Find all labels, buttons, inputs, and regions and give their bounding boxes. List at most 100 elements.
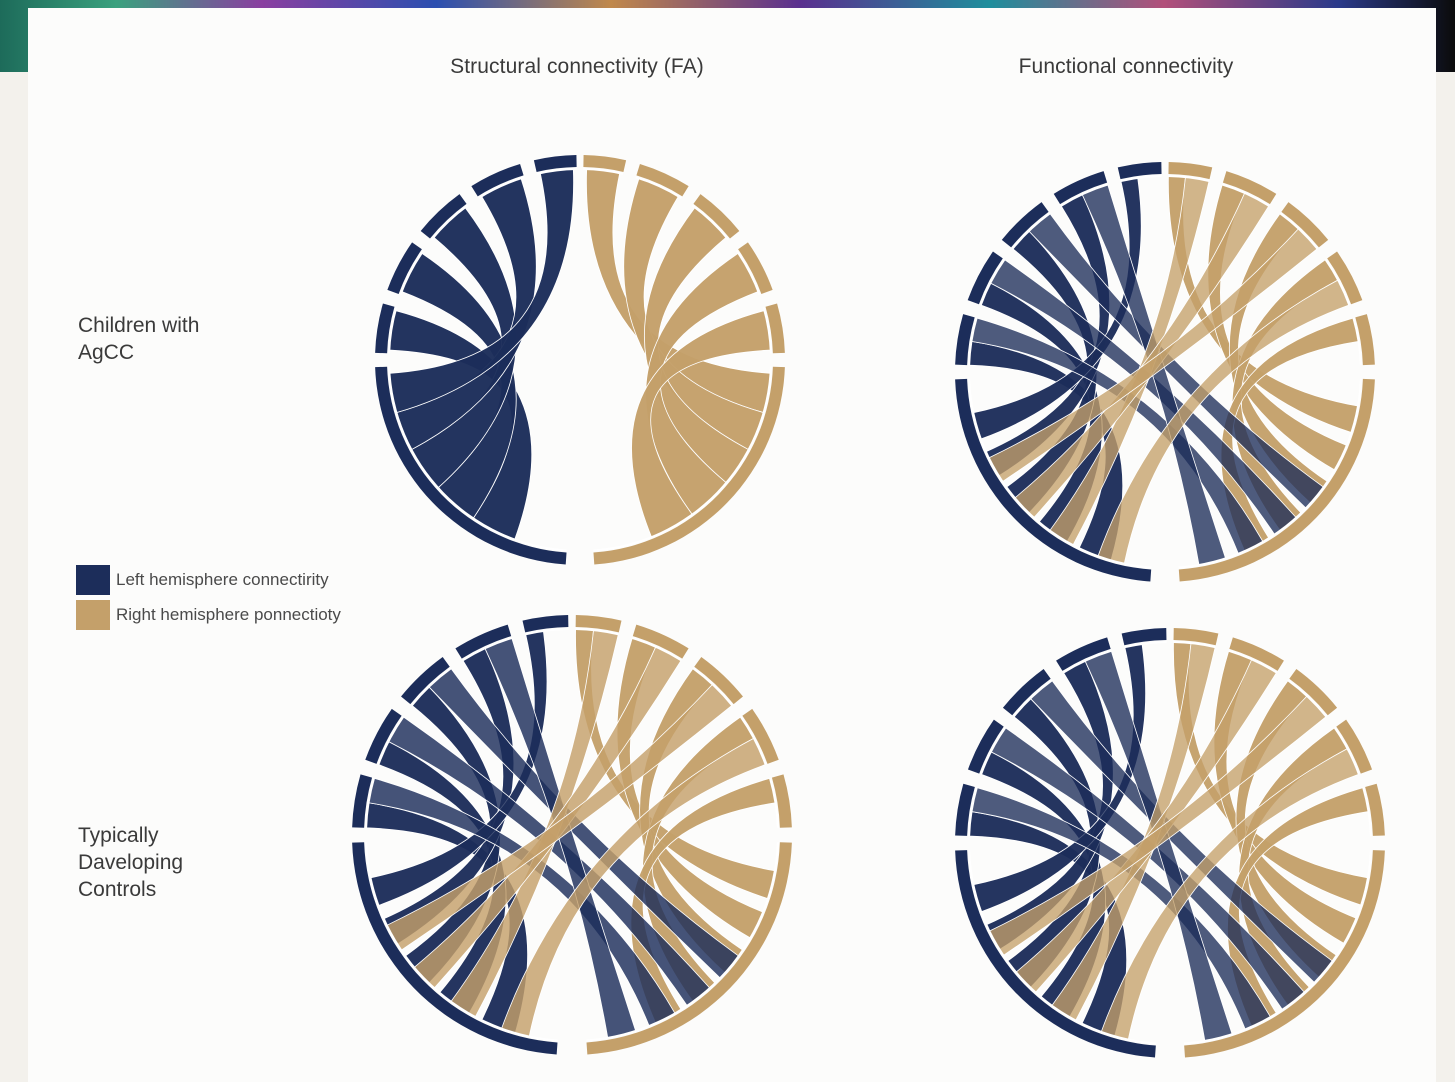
legend-label-left: Left hemisphere connectirity — [116, 569, 329, 589]
region-arc-gap — [462, 637, 513, 662]
region-arc-gap — [968, 787, 978, 837]
left-region-arc — [352, 842, 558, 1055]
region-arc-gap — [365, 777, 375, 828]
right-region-arc — [1336, 719, 1373, 774]
region-arc-gap — [769, 777, 779, 828]
left-region-arc — [1056, 637, 1111, 671]
right-region-arc — [1178, 378, 1375, 582]
region-arc-gap — [1011, 212, 1051, 250]
row-label-agcc-line2: AgCC — [78, 341, 135, 364]
chord-diagram-agcc-structural — [375, 155, 785, 565]
right-region-arc — [575, 615, 622, 633]
region-arc-gap — [525, 628, 569, 636]
right-region-arc — [693, 194, 740, 239]
region-arc-gap — [411, 667, 452, 706]
right-region-arc — [1355, 314, 1375, 366]
legend-item-right: Right hemisphere ponnectioty — [76, 597, 341, 632]
region-arc-gap — [631, 637, 682, 662]
chord-diagram-controls-functional — [955, 628, 1385, 1058]
region-arc-gap — [762, 307, 772, 354]
right-region-arc — [1222, 171, 1277, 205]
region-arc-gap — [979, 259, 1006, 306]
right-region-arc — [765, 303, 785, 354]
left-region-arc — [955, 314, 975, 366]
left-region-arc — [1002, 669, 1051, 716]
column-header-structural: Structural connectivity (FA) — [450, 55, 704, 78]
right-region-arc — [636, 163, 689, 197]
left-region-arc — [522, 615, 569, 633]
region-arc-gap — [692, 667, 733, 706]
region-arc-gap — [1333, 727, 1360, 775]
chord-diagram-controls-structural — [352, 615, 792, 1055]
region-arc-gap — [1060, 183, 1108, 207]
region-arc-gap — [735, 249, 761, 296]
row-label-controls-line2: Daveloping — [78, 851, 184, 874]
left-region-arc — [967, 719, 1004, 774]
left-region-arc — [387, 242, 422, 294]
chord-diagram-agcc-functional — [955, 162, 1375, 582]
left-region-arc — [955, 378, 1152, 582]
region-arc-gap — [1279, 212, 1319, 250]
right-region-arc — [1168, 162, 1213, 180]
right-region-arc — [632, 624, 689, 659]
chord-ribbons — [968, 641, 1369, 1042]
region-arc-gap — [1124, 641, 1167, 649]
left-region-arc — [533, 155, 577, 172]
region-arc-gap — [478, 176, 525, 199]
region-arc-gap — [1362, 787, 1372, 837]
region-arc-gap — [1324, 259, 1351, 306]
right-region-arc — [1327, 251, 1363, 305]
left-region-arc — [352, 774, 373, 828]
region-arc-gap — [1228, 649, 1278, 674]
region-arc-gap — [1013, 679, 1053, 718]
right-region-arc — [1281, 202, 1329, 248]
left-region-arc — [1053, 171, 1108, 205]
chord-ribbons — [365, 628, 776, 1039]
chord-segments — [375, 155, 785, 565]
region-arc-gap — [399, 249, 425, 296]
region-arc-gap — [1173, 641, 1216, 649]
left-region-arc — [471, 163, 524, 197]
region-arc-gap — [388, 307, 398, 354]
left-region-arc — [967, 251, 1003, 305]
column-header-functional: Functional connectivity — [1018, 55, 1234, 78]
left-region-arc — [375, 366, 567, 565]
left-region-arc — [1117, 162, 1162, 180]
row-label-agcc-line1: Children with — [78, 314, 200, 337]
region-arc-gap — [968, 317, 978, 366]
region-arc-gap — [1120, 175, 1162, 182]
legend-swatch-right — [76, 599, 110, 630]
left-region-arc — [420, 194, 467, 239]
region-arc-gap — [377, 716, 405, 765]
row-label-agcc: Children with AgCC — [78, 312, 278, 366]
region-arc-gap — [1222, 183, 1270, 207]
right-region-arc — [583, 155, 627, 172]
right-region-arc — [1229, 637, 1284, 671]
left-region-arc — [365, 708, 402, 764]
left-region-arc — [955, 850, 1156, 1058]
region-arc-gap — [980, 727, 1007, 775]
right-region-arc — [1184, 850, 1385, 1058]
region-arc-gap — [1287, 679, 1327, 718]
right-region-arc — [771, 774, 792, 828]
chord-segments — [955, 628, 1385, 1058]
legend: Left hemisphere connectirity Right hemis… — [76, 562, 341, 632]
right-region-arc — [1173, 628, 1219, 646]
region-arc-gap — [635, 176, 682, 199]
left-region-arc — [375, 303, 395, 354]
right-region-arc — [1289, 669, 1338, 716]
region-arc-gap — [430, 204, 469, 241]
chord-segments — [352, 615, 792, 1055]
legend-label-right: Right hemisphere ponnectioty — [116, 604, 341, 624]
right-region-arc — [694, 657, 743, 705]
region-arc-gap — [536, 168, 577, 175]
chord-ribbons — [968, 175, 1360, 566]
region-arc-gap — [691, 204, 730, 241]
region-arc-gap — [1168, 175, 1210, 182]
right-region-arc — [593, 366, 785, 565]
region-arc-gap — [1062, 649, 1112, 674]
left-region-arc — [1121, 628, 1167, 646]
row-label-controls: Typically Daveloping Controls — [78, 822, 278, 903]
right-region-arc — [1365, 783, 1385, 836]
row-label-controls-line1: Typically — [78, 824, 159, 847]
